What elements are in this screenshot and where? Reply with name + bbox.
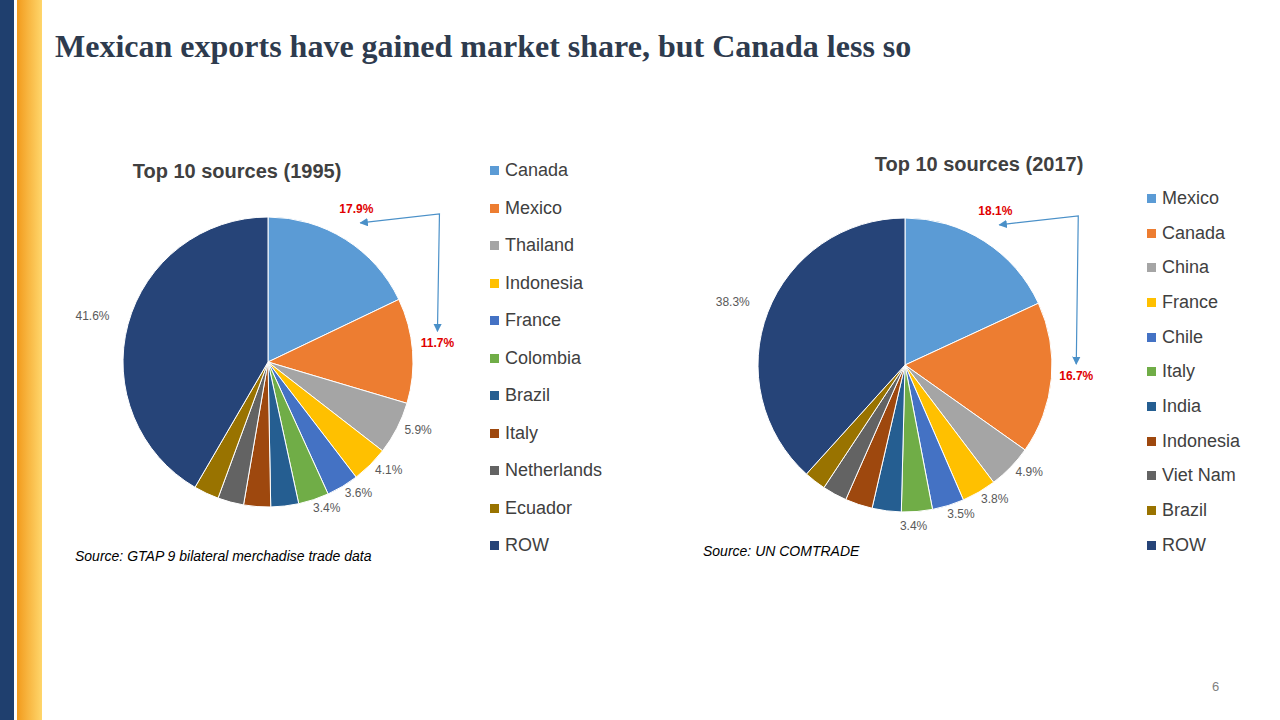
svg-text:16.7%: 16.7% <box>1059 369 1093 383</box>
html-text:Brazil: Brazil <box>1162 500 1207 520</box>
svg-text:3.5%: 3.5% <box>947 507 975 521</box>
html-text:Canada: Canada <box>1162 222 1226 243</box>
html-text:Italy: Italy <box>505 422 538 443</box>
html-text:Top 10 sources (1995): Top 10 sources (1995) <box>132 160 342 182</box>
html-text:Italy: Italy <box>1162 361 1195 382</box>
html-text:Top 10 sources (2017): Top 10 sources (2017) <box>874 153 1084 175</box>
svg-text:41.6%: 41.6% <box>75 309 109 323</box>
svg-text:3.8%: 3.8% <box>981 492 1009 506</box>
html-text:Mexico: Mexico <box>505 197 562 218</box>
html-text:France: France <box>1162 291 1218 312</box>
svg-text:3.4%: 3.4% <box>313 501 341 515</box>
html-text:Netherlands: Netherlands <box>505 460 603 481</box>
html-text:Ecuador: Ecuador <box>505 497 572 518</box>
html-text:Thailand: Thailand <box>505 235 574 256</box>
svg-text:18.1%: 18.1% <box>978 204 1012 218</box>
html-text:6: 6 <box>1212 679 1220 694</box>
html-text:Source: UN COMTRADE: Source: UN COMTRADE <box>703 543 860 559</box>
svg-text:5.9%: 5.9% <box>404 423 432 437</box>
html-text:Brazil: Brazil <box>505 385 550 406</box>
html-text:Mexico: Mexico <box>1162 187 1219 208</box>
svg-text:4.1%: 4.1% <box>375 463 403 477</box>
html-text:Indonesia: Indonesia <box>1162 430 1241 451</box>
svg-text:3.6%: 3.6% <box>345 486 373 500</box>
html-text:ROW: ROW <box>505 535 549 556</box>
html-text:ROW: ROW <box>1162 534 1206 555</box>
html-text:China: China <box>1162 257 1209 278</box>
svg-text:4.9%: 4.9% <box>1016 465 1044 479</box>
html-text:India: India <box>1162 396 1201 416</box>
html-text:France: France <box>505 310 561 331</box>
svg-text:17.9%: 17.9% <box>339 202 373 216</box>
html-text:Mexican exports have gained ma: Mexican exports have gained market share… <box>55 28 912 64</box>
html-text:Canada: Canada <box>505 160 569 181</box>
html-text:Chile: Chile <box>1162 326 1203 347</box>
svg-text:11.7%: 11.7% <box>421 336 455 350</box>
html-text:Viet Nam: Viet Nam <box>1162 465 1236 486</box>
html-text:Indonesia: Indonesia <box>505 272 584 293</box>
html-text:Colombia: Colombia <box>505 347 581 368</box>
svg-text:38.3%: 38.3% <box>716 295 750 309</box>
html-text:Source: GTAP 9 bilateral merch: Source: GTAP 9 bilateral merchadise trad… <box>75 548 372 564</box>
svg-text:3.4%: 3.4% <box>900 519 928 533</box>
